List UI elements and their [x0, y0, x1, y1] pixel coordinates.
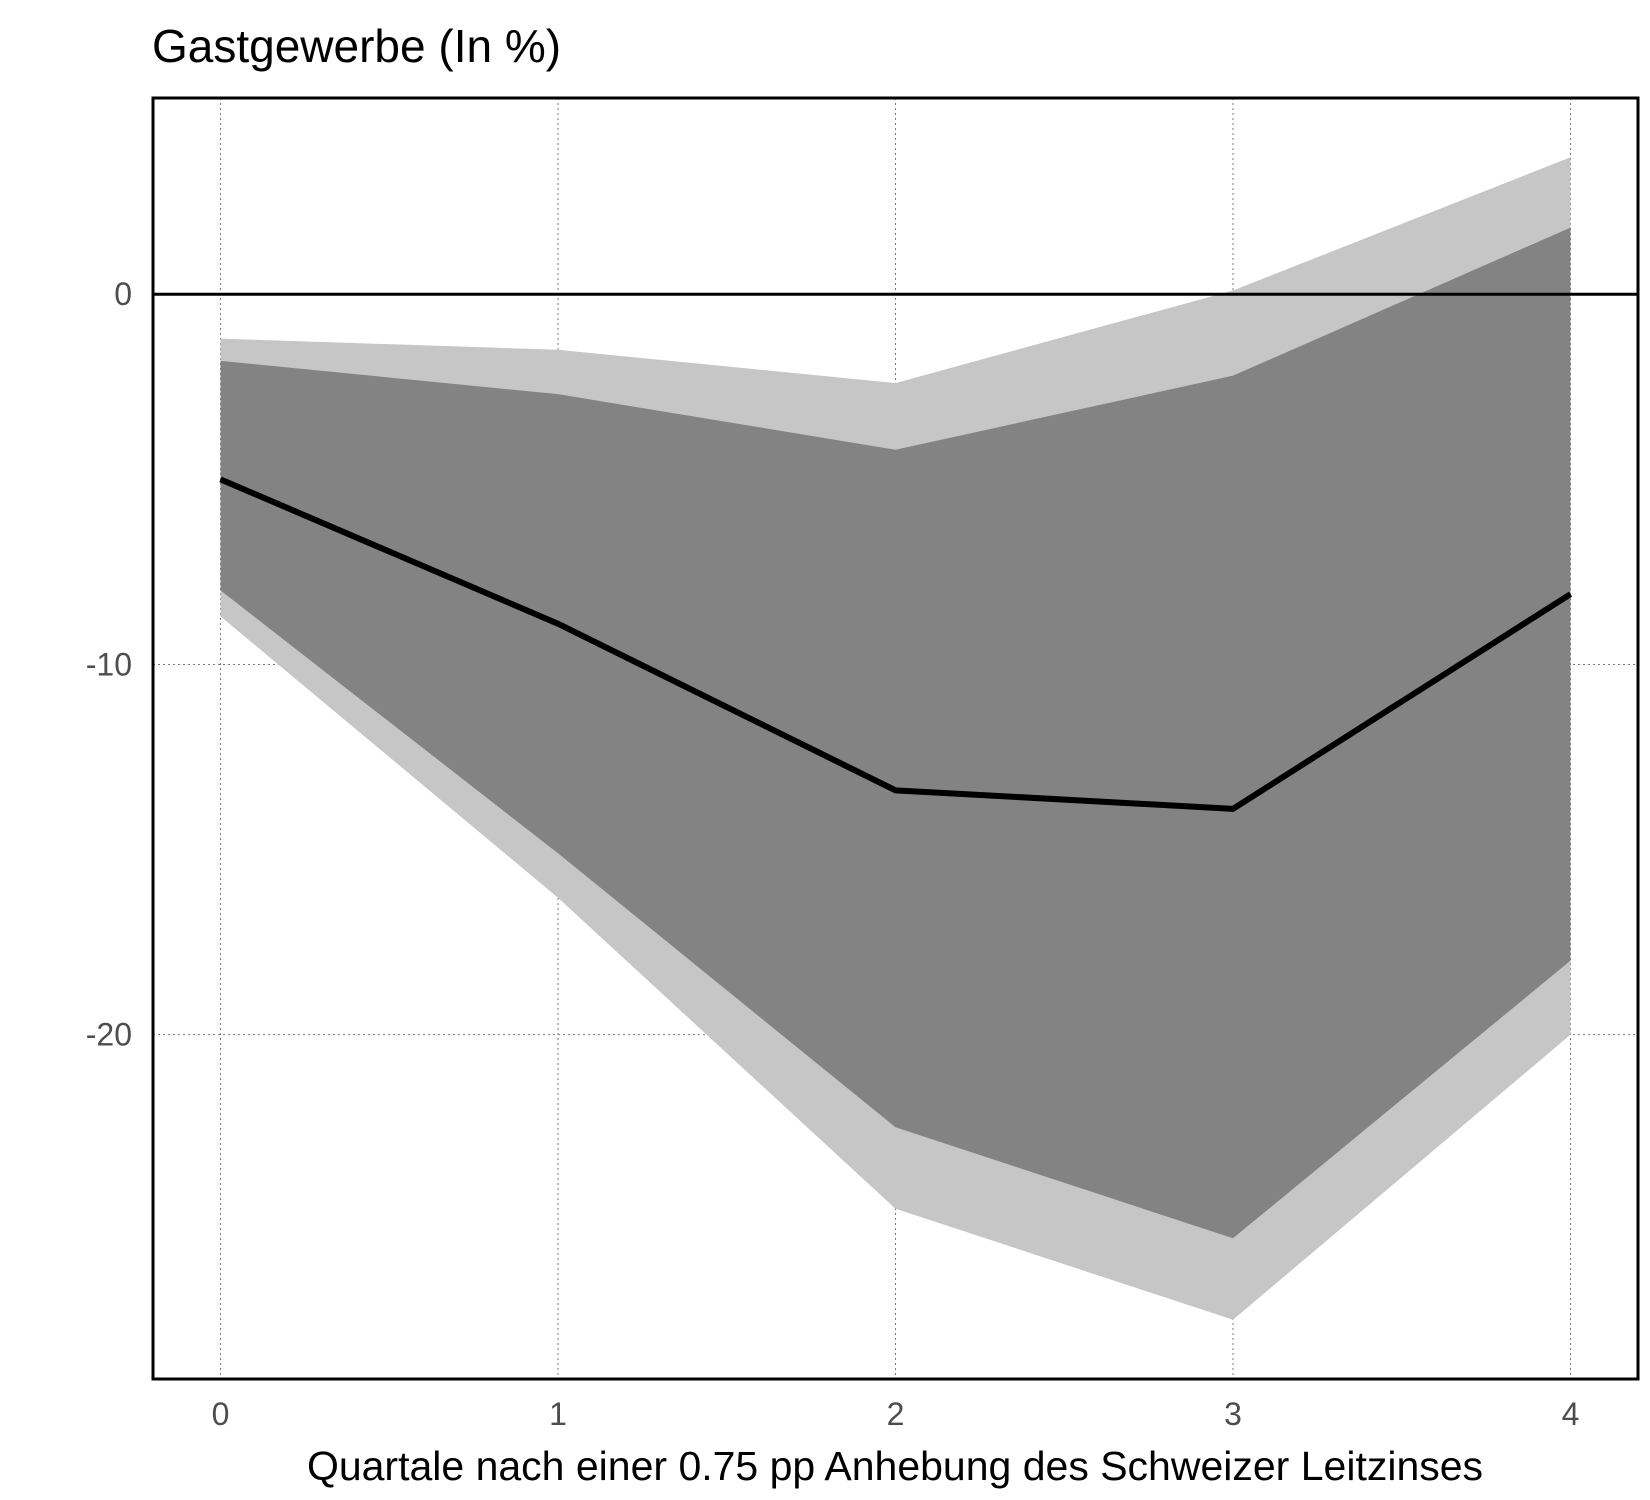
x-tick-label: 4: [1562, 1396, 1580, 1432]
x-tick-label: 0: [212, 1396, 230, 1432]
y-tick-label: -10: [86, 646, 132, 682]
confidence-bands: [220, 157, 1571, 1320]
x-tick-label: 1: [549, 1396, 567, 1432]
x-axis-label: Quartale nach einer 0.75 pp Anhebung des…: [307, 1443, 1483, 1489]
chart-title: Gastgewerbe (In %): [152, 20, 561, 72]
y-tick-label: -20: [86, 1017, 132, 1053]
inner-band-area: [220, 227, 1571, 1239]
plot-frame: [151, 96, 1640, 1381]
point-estimate-line: [219, 476, 1573, 812]
y-tick-label: 0: [114, 276, 132, 312]
x-axis-ticks: 0 1 2 3 4: [212, 1396, 1580, 1432]
x-tick-label: 3: [1224, 1396, 1242, 1432]
y-axis-ticks: 0 -10 -20: [86, 276, 132, 1052]
x-tick-label: 2: [887, 1396, 905, 1432]
